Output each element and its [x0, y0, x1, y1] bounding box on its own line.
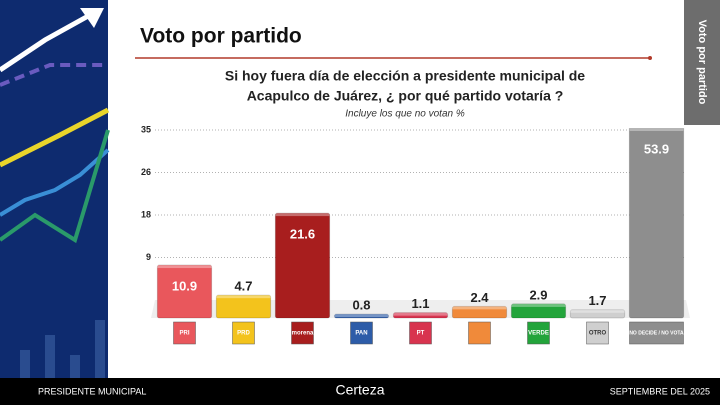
bar — [392, 312, 449, 319]
bar — [274, 212, 331, 319]
value-label: 2.4 — [470, 290, 489, 305]
bar — [451, 305, 508, 319]
party-logo — [527, 321, 550, 345]
party-logo — [586, 321, 609, 345]
plot: 9 18 26 35 10.9 PRI 4.7 PRD 21.6 morena 0.8 PAN 1.1 P… — [141, 124, 690, 345]
title-rule-dot — [648, 56, 652, 60]
value-label: 1.1 — [411, 296, 429, 311]
footer-brand: Certeza — [335, 382, 384, 398]
bar-top — [570, 309, 625, 313]
footer-right: SEPTIEMBRE DEL 2025 — [610, 386, 710, 396]
bar — [569, 309, 626, 319]
question-line: Acapulco de Juárez, ¿ por qué partido vo… — [247, 88, 564, 104]
value-label: 0.8 — [352, 298, 370, 313]
y-tick-label: 35 — [141, 124, 151, 134]
y-tick-label: 18 — [141, 209, 151, 219]
value-label: 10.9 — [172, 278, 197, 293]
value-label: 2.9 — [529, 287, 547, 302]
footer-left: PRESIDENTE MUNICIPAL — [38, 386, 146, 396]
x-tick-label: PT — [417, 331, 425, 337]
bar — [628, 128, 685, 319]
party-logo — [291, 321, 314, 345]
bar-top — [216, 295, 271, 299]
bar — [510, 303, 567, 319]
x-tick-label: NO DECIDE / NO VOTA — [629, 330, 684, 336]
x-tick-label: PRD — [237, 331, 250, 337]
bar-top — [275, 213, 330, 217]
party-logo — [173, 321, 196, 345]
x-tick-label: PRI — [179, 331, 189, 337]
side-tab — [684, 0, 720, 125]
bar-top — [157, 265, 212, 269]
bar — [156, 264, 213, 319]
side-label: Voto por partido — [696, 20, 708, 105]
footer-bar — [0, 378, 720, 405]
left-panel — [0, 0, 110, 378]
party-logo — [629, 321, 684, 345]
bar-top — [511, 303, 566, 307]
value-label: 53.9 — [644, 141, 669, 156]
bar-top — [452, 306, 507, 310]
x-tick-label: PAN — [355, 331, 367, 337]
x-tick-label: VERDE — [528, 331, 549, 337]
value-label: 21.6 — [290, 227, 315, 242]
bar — [215, 294, 272, 319]
party-logo — [468, 321, 491, 345]
bar — [333, 313, 390, 319]
question-line: Si hoy fuera día de elección a president… — [225, 68, 585, 84]
y-tick-label: 26 — [141, 167, 151, 177]
x-tick-label: morena — [292, 331, 314, 337]
bar-top — [629, 128, 684, 131]
x-tick-label: OTRO — [589, 331, 607, 337]
bars — [156, 128, 685, 319]
value-label: 1.7 — [588, 293, 606, 308]
slide-title: Voto por partido — [140, 25, 302, 48]
bar-top — [393, 312, 448, 316]
party-logo — [409, 321, 432, 345]
subtitle: Incluye los que no votan % — [345, 109, 465, 120]
party-logo — [232, 321, 255, 345]
value-label: 4.7 — [234, 279, 252, 294]
party-logo — [350, 321, 373, 345]
bar-top — [334, 314, 389, 318]
y-tick-label: 9 — [146, 252, 151, 262]
